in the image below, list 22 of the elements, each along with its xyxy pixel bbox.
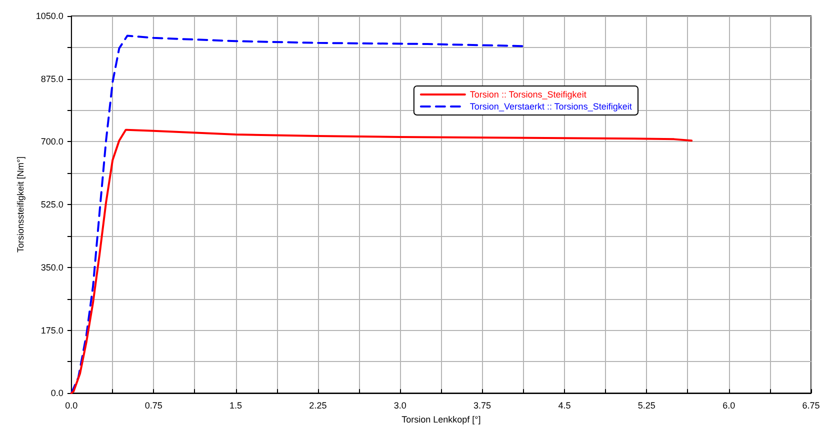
x-tick-label: 6.0 xyxy=(722,400,736,411)
y-tick-label: 525.0 xyxy=(40,200,64,210)
y-axis-title: Torsionssteifigkeit [Nm°] xyxy=(16,156,26,253)
y-tick-label: 175.0 xyxy=(40,325,64,336)
y-tick-label: 0.0 xyxy=(50,388,64,398)
x-tick-label: 3.0 xyxy=(394,400,406,411)
y-tick-label: 350.0 xyxy=(40,262,64,272)
x-tick-label: 1.5 xyxy=(230,400,242,411)
y-tick-label: 1050.0 xyxy=(36,11,64,21)
x-tick-label: 2.25 xyxy=(309,400,327,411)
y-tick-label: 875.0 xyxy=(40,74,64,84)
x-tick-label: 6.75 xyxy=(802,400,820,411)
line-series xyxy=(70,128,693,394)
x-tick-label: 4.5 xyxy=(558,400,571,411)
legend-label: Torsion :: Torsions_Steifigkeit xyxy=(470,90,587,100)
x-tick-label: 0.0 xyxy=(65,400,78,411)
x-tick-label: 3.75 xyxy=(474,400,492,411)
y-tick-label: 700.0 xyxy=(40,136,64,147)
x-tick-label: 0.75 xyxy=(144,400,162,411)
legend-label: Torsion_Verstaerkt :: Torsions_Steifigkeit xyxy=(470,102,632,112)
x-axis-title: Torsion Lenkkopf [°] xyxy=(402,414,481,424)
x-tick-label: 5.25 xyxy=(638,400,656,411)
